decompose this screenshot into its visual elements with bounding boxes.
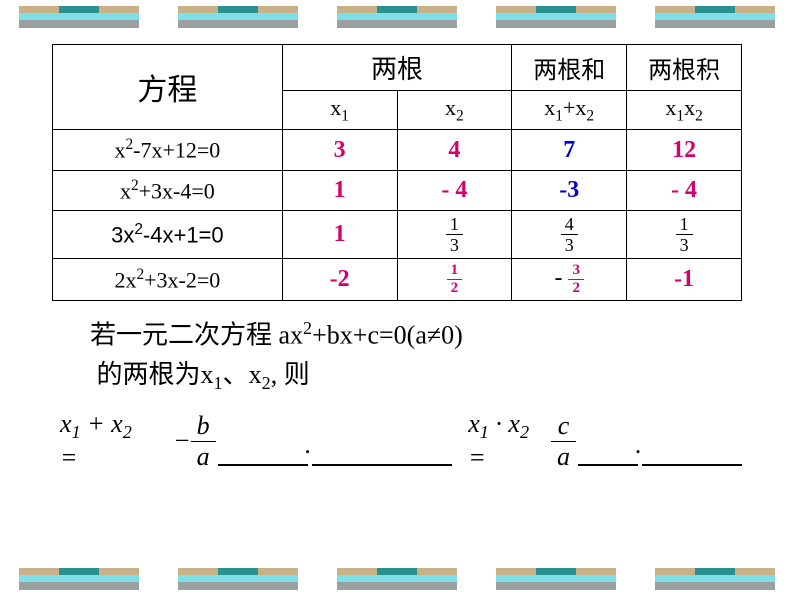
blank-1b	[312, 416, 452, 466]
r1-prod: 12	[627, 130, 742, 170]
r3-prod: 13	[627, 211, 742, 259]
r1-sum: 7	[512, 130, 627, 170]
bottom-decor	[0, 564, 794, 594]
top-decor	[0, 2, 794, 32]
hdr-equation: 方程	[53, 45, 283, 130]
hdr-sum-expr: x1+x2	[512, 91, 627, 130]
eq-2: x2+3x-4=0	[53, 170, 283, 210]
formula-prod-lhs: x1 · x2 =	[468, 409, 551, 473]
table-row: 3x2-4x+1=0 1 13 43 13	[53, 211, 742, 259]
eq-3: 3x2-4x+1=0	[53, 211, 283, 259]
hdr-product: 两根积	[627, 45, 742, 91]
r3-x1: 1	[282, 211, 397, 259]
blank-2a: .	[578, 416, 638, 466]
hdr-prod-expr: x1x2	[627, 91, 742, 130]
r4-x1: -2	[282, 259, 397, 301]
r3-x2: 13	[397, 211, 512, 259]
hdr-x2: x2	[397, 91, 512, 130]
r2-prod: - 4	[627, 170, 742, 210]
formula-sum-lhs: x1 + x2 =	[60, 409, 154, 473]
blank-2b	[642, 416, 742, 466]
r4-x2: 12	[397, 259, 512, 301]
r3-sum: 43	[512, 211, 627, 259]
formula-sum-rhs: − ba	[173, 413, 216, 470]
r4-sum: - 32	[512, 259, 627, 301]
eq-4: 2x2+3x-2=0	[53, 259, 283, 301]
r2-x2: - 4	[397, 170, 512, 210]
table-row: x2+3x-4=0 1 - 4 -3 - 4	[53, 170, 742, 210]
eq-1: x2-7x+12=0	[53, 130, 283, 170]
table-row: 2x2+3x-2=0 -2 12 - 32 -1	[53, 259, 742, 301]
r2-sum: -3	[512, 170, 627, 210]
r2-x1: 1	[282, 170, 397, 210]
theorem-text: 若一元二次方程 ax2+bx+c=0(a≠0) 的两根为x1、x2, 则	[90, 315, 744, 397]
blank-1a: .	[218, 416, 308, 466]
equations-table: 方程 两根 两根和 两根积 x1 x2 x1+x2 x1x2 x2-7x+12=…	[52, 44, 742, 301]
table-row: x2-7x+12=0 3 4 7 12	[53, 130, 742, 170]
formula-prod-rhs: ca	[551, 413, 576, 470]
hdr-sum: 两根和	[512, 45, 627, 91]
hdr-roots: 两根	[282, 45, 512, 91]
r4-prod: -1	[627, 259, 742, 301]
main-content: 方程 两根 两根和 两根积 x1 x2 x1+x2 x1x2 x2-7x+12=…	[50, 44, 744, 473]
formula-row: x1 + x2 = − ba . x1 · x2 = ca .	[60, 409, 744, 473]
r1-x1: 3	[282, 130, 397, 170]
r1-x2: 4	[397, 130, 512, 170]
hdr-x1: x1	[282, 91, 397, 130]
